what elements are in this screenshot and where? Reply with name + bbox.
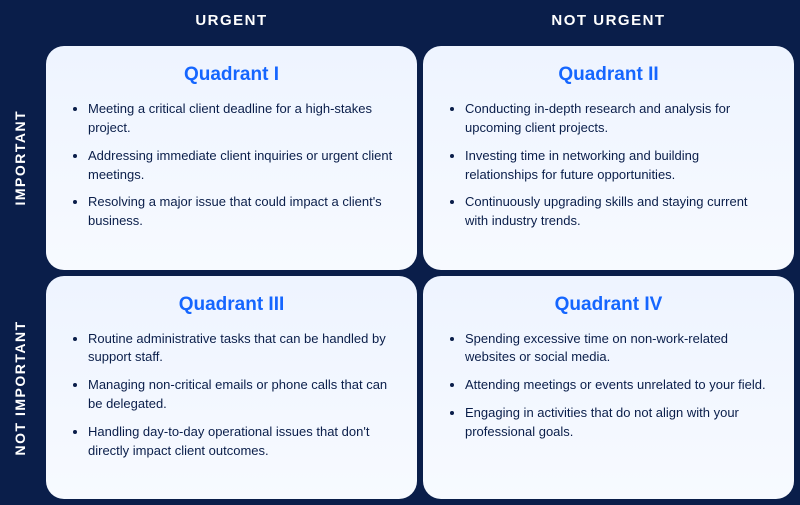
quadrant-2-list: Conducting in-depth research and analysi… <box>445 100 772 240</box>
list-item: Resolving a major issue that could impac… <box>88 193 395 231</box>
corner-spacer <box>0 0 40 40</box>
list-item: Managing non-critical emails or phone ca… <box>88 376 395 414</box>
quadrant-1-title: Quadrant I <box>68 64 395 86</box>
quadrant-4: Quadrant IV Spending excessive time on n… <box>423 276 794 500</box>
quadrant-4-title: Quadrant IV <box>445 294 772 316</box>
list-item: Meeting a critical client deadline for a… <box>88 100 395 138</box>
list-item: Conducting in-depth research and analysi… <box>465 100 772 138</box>
quadrant-3-title: Quadrant III <box>68 294 395 316</box>
list-item: Continuously upgrading skills and stayin… <box>465 193 772 231</box>
row-header-important: IMPORTANT <box>0 46 40 270</box>
col-header-urgent: URGENT <box>46 0 417 40</box>
quadrant-2-title: Quadrant II <box>445 64 772 86</box>
col-header-not-urgent: NOT URGENT <box>423 0 794 40</box>
list-item: Attending meetings or events unrelated t… <box>465 376 772 395</box>
quadrant-1: Quadrant I Meeting a critical client dea… <box>46 46 417 270</box>
list-item: Engaging in activities that do not align… <box>465 404 772 442</box>
eisenhower-matrix: URGENT NOT URGENT IMPORTANT Quadrant I M… <box>0 0 800 505</box>
quadrant-3-list: Routine administrative tasks that can be… <box>68 330 395 470</box>
quadrant-1-list: Meeting a critical client deadline for a… <box>68 100 395 240</box>
quadrant-3: Quadrant III Routine administrative task… <box>46 276 417 500</box>
quadrant-2: Quadrant II Conducting in-depth research… <box>423 46 794 270</box>
list-item: Spending excessive time on non-work-rela… <box>465 330 772 368</box>
list-item: Handling day-to-day operational issues t… <box>88 423 395 461</box>
quadrant-4-list: Spending excessive time on non-work-rela… <box>445 330 772 451</box>
list-item: Addressing immediate client inquiries or… <box>88 147 395 185</box>
list-item: Investing time in networking and buildin… <box>465 147 772 185</box>
row-header-not-important: NOT IMPORTANT <box>0 276 40 500</box>
list-item: Routine administrative tasks that can be… <box>88 330 395 368</box>
